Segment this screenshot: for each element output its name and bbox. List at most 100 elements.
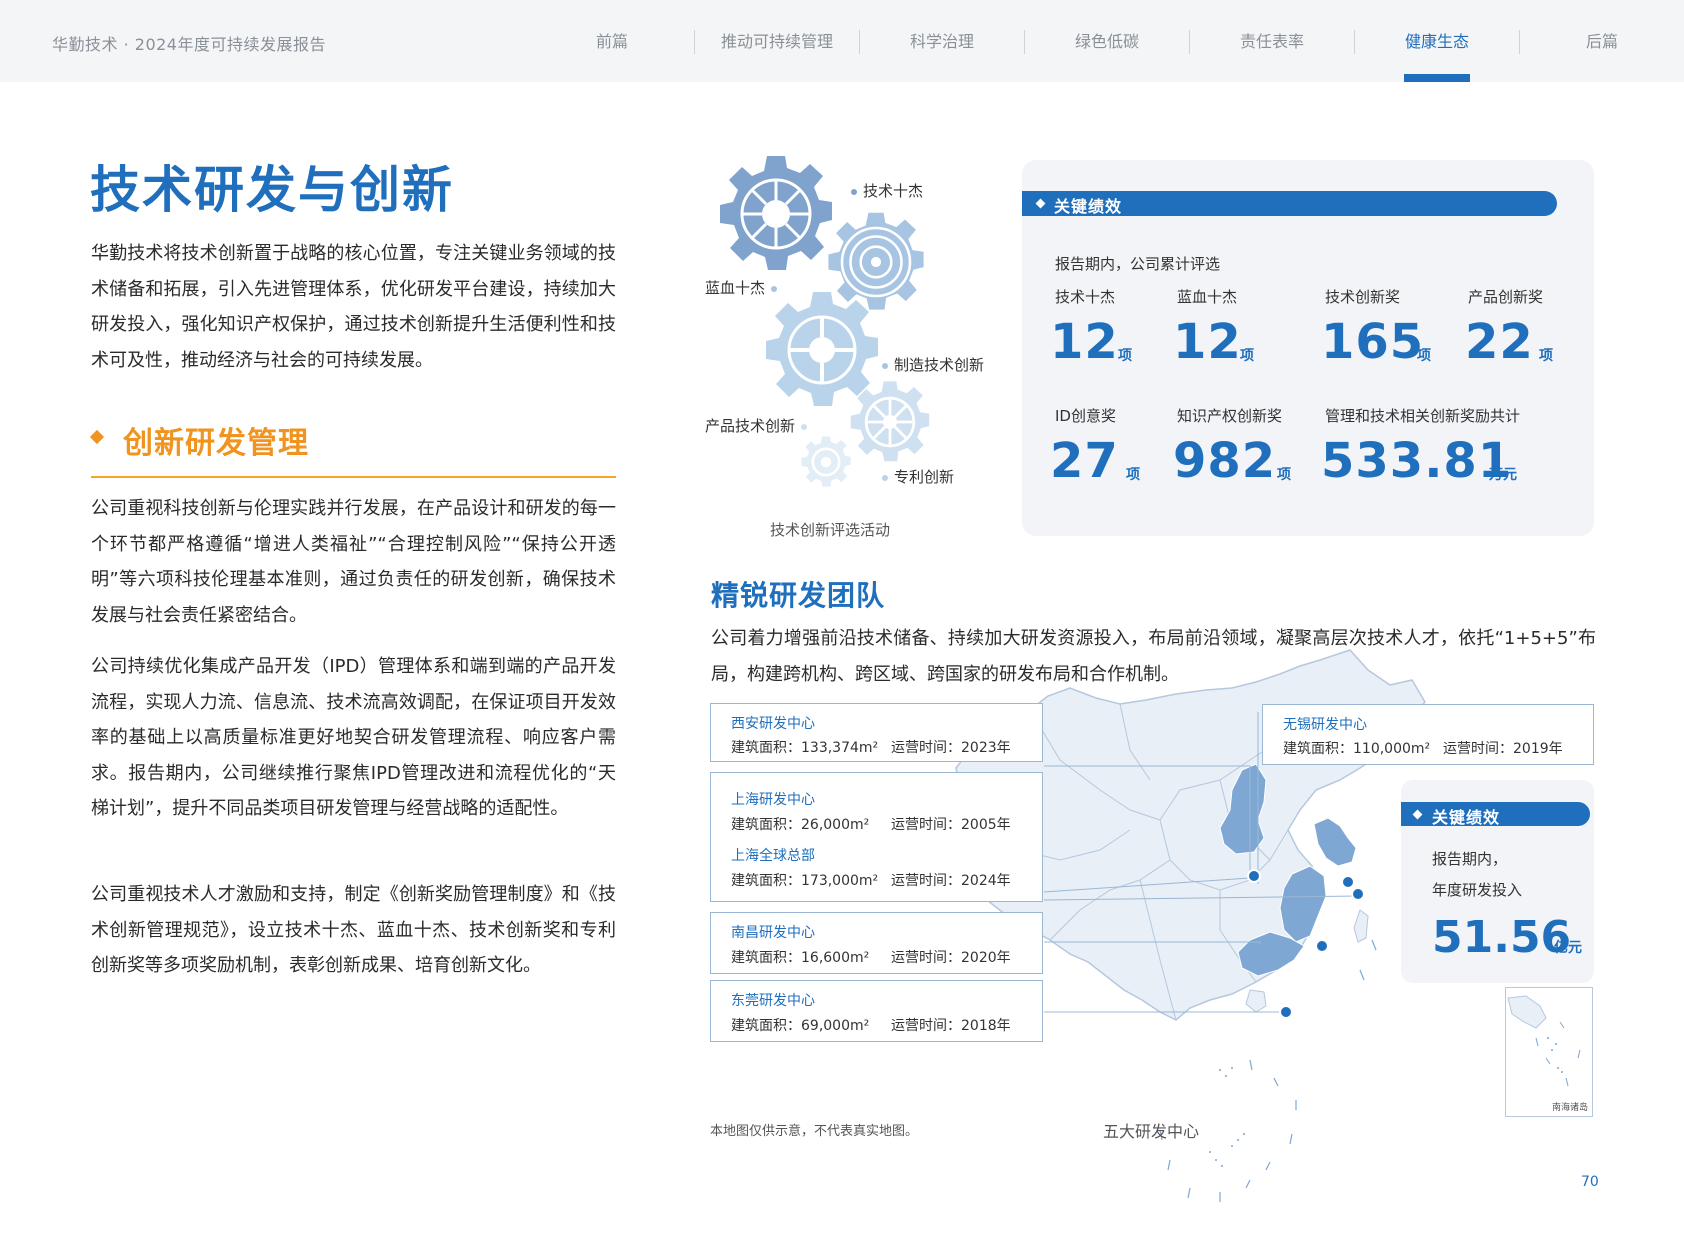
- kpi-header: 关键绩效: [1022, 191, 1557, 216]
- team-description: 公司着力增强前沿技术储备、持续加大研发资源投入，布局前沿领域，凝聚高层次技术人才…: [711, 628, 1596, 685]
- kpi-label: 蓝血十杰: [1177, 288, 1238, 306]
- south-sea-inset-box: 南海诸岛: [1505, 987, 1593, 1117]
- nav-item-epilogue[interactable]: 后篇: [1585, 32, 1618, 51]
- rd-center-time: 运营时间：2005年: [891, 817, 1011, 833]
- nav-divider: [694, 30, 695, 54]
- kpi-value: 12: [1050, 314, 1119, 370]
- nav-divider: [1519, 30, 1520, 54]
- ipd-paragraph: 公司持续优化集成产品开发（IPD）管理体系和端到端的产品开发流程，实现人力流、信…: [91, 656, 616, 819]
- map-caption: 五大研发中心: [1103, 1122, 1200, 1141]
- gear-label-manufacturing: 制造技术创新: [882, 354, 984, 375]
- rd-center-area: 建筑面积：110,000m²: [1283, 741, 1431, 757]
- dot-icon: [882, 362, 888, 369]
- rd-center-time: 运营时间：2023年: [891, 740, 1011, 756]
- rd-center-area: 建筑面积：69,000m²: [731, 1018, 870, 1034]
- rd-center-area: 建筑面积：26,000m²: [731, 817, 870, 833]
- ethics-paragraph: 公司重视科技创新与伦理实践并行发展，在产品设计和研发的每一个环节都严格遵循“增进…: [91, 498, 616, 626]
- nav-item-healthy-ecosystem[interactable]: 健康生态: [1355, 0, 1519, 82]
- nav-item-sustainability-management[interactable]: 推动可持续管理: [720, 32, 833, 51]
- inset-graphic: [1507, 995, 1581, 1087]
- kpi-unit: 项: [1417, 348, 1431, 364]
- kpi-value: 27: [1050, 433, 1119, 489]
- kpi-label: ID创意奖: [1055, 407, 1116, 425]
- gear-5: [801, 436, 851, 487]
- pin-nanchang: [1315, 939, 1329, 953]
- rd-center-name: 上海全球总部: [731, 848, 815, 864]
- talent-paragraph: 公司重视技术人才激励和支持，制定《创新奖励管理制度》和《技术创新管理规范》，设立…: [91, 884, 616, 976]
- nav-item-governance[interactable]: 科学治理: [909, 32, 974, 51]
- gear-label-tech-ten: 技术十杰: [851, 180, 923, 201]
- gear-label-blue-blood: 蓝血十杰: [705, 277, 778, 298]
- guangdong-region: [1237, 931, 1305, 977]
- gear-label-product-tech: 产品技术创新: [705, 415, 808, 436]
- kpi-label: 产品创新奖: [1468, 288, 1544, 306]
- kpi-label: 技术创新奖: [1325, 288, 1401, 306]
- rd-center-name: 无锡研发中心: [1283, 717, 1367, 733]
- inset-label: 南海诸岛: [1551, 1103, 1588, 1113]
- center-pins: [1247, 869, 1365, 1019]
- jiangxi-region: [1279, 865, 1327, 943]
- gears-graphic: [720, 156, 930, 487]
- diamond-bullet-icon: [1412, 809, 1423, 820]
- kpi-value: 12: [1173, 314, 1242, 370]
- section-title: 创新研发管理: [123, 426, 309, 461]
- gear-1: [720, 156, 832, 270]
- kpi2-header: 关键绩效: [1401, 802, 1590, 827]
- nav-divider: [859, 30, 860, 54]
- page-title: 技术研发与创新: [90, 161, 454, 219]
- kpi-intro: 报告期内，公司累计评选: [1055, 255, 1221, 273]
- rd-center-time: 运营时间：2019年: [1443, 741, 1563, 757]
- kpi-value: 22: [1465, 314, 1534, 370]
- kpi-value: 982: [1173, 433, 1277, 489]
- top-header: 华勤技术 · 2024年度可持续发展报告 前篇 推动可持续管理 科学治理 绿色低…: [0, 0, 1684, 82]
- dot-icon: [771, 285, 778, 292]
- nav-divider: [1189, 30, 1190, 54]
- hainan-island: [1245, 989, 1267, 1013]
- pin-dongguan: [1279, 1005, 1293, 1019]
- leader-lines: [1043, 712, 1359, 1013]
- kpi-value: 165: [1321, 314, 1425, 370]
- nav-item-preface[interactable]: 前篇: [595, 32, 628, 51]
- diamond-bullet-icon: [1035, 198, 1046, 209]
- gears-caption: 技术创新评选活动: [770, 521, 891, 539]
- nav-divider: [1354, 30, 1355, 54]
- report-title: 华勤技术 · 2024年度可持续发展报告: [52, 35, 326, 54]
- rd-center-time: 运营时间：2024年: [891, 873, 1011, 889]
- gear-4: [850, 381, 930, 462]
- shaanxi-region: [1219, 763, 1267, 855]
- rd-center-area: 建筑面积：133,374m²: [731, 740, 879, 756]
- rd-center-time: 运营时间：2018年: [891, 1018, 1011, 1034]
- kpi-label: 管理和技术相关创新奖励共计: [1325, 407, 1521, 425]
- intro-paragraph: 华勤技术将技术创新置于战略的核心位置，专注关键业务领域的技术储备和拓展，引入先进…: [91, 243, 616, 371]
- taiwan-island: [1353, 909, 1369, 943]
- page-number: 70: [1581, 1174, 1599, 1190]
- rd-center-name: 南昌研发中心: [731, 925, 815, 941]
- nav-divider: [1024, 30, 1025, 54]
- rd-center-dongguan: 东莞研发中心 建筑面积：69,000m² 运营时间：2018年: [710, 980, 1043, 1042]
- rd-investment-unit: 亿元: [1554, 940, 1582, 956]
- kpi-unit: 项: [1126, 467, 1140, 483]
- nav-item-green-low-carbon[interactable]: 绿色低碳: [1074, 32, 1139, 51]
- rd-center-name: 上海研发中心: [731, 792, 815, 808]
- kpi-value: 533.81: [1321, 433, 1513, 489]
- rd-center-nanchang: 南昌研发中心 建筑面积：16,600m² 运营时间：2020年: [710, 912, 1043, 974]
- diamond-bullet-icon: [89, 429, 105, 445]
- rd-center-area: 建筑面积：16,600m²: [731, 950, 870, 966]
- rd-center-xian: 西安研发中心 建筑面积：133,374m² 运营时间：2023年: [710, 703, 1043, 762]
- rd-center-area: 建筑面积：173,000m²: [731, 873, 879, 889]
- kpi-panel: [1022, 160, 1594, 536]
- gears-illustration: 技术十杰 蓝血十杰 制造技术创新 产品技术创新 专利创新: [690, 150, 1010, 500]
- kpi-label: 技术十杰: [1055, 288, 1116, 306]
- dot-icon: [882, 474, 888, 481]
- south-sea-dashes: [1159, 939, 1377, 1202]
- rd-center-shanghai: 上海研发中心 建筑面积：26,000m² 运营时间：2005年 上海全球总部 建…: [710, 772, 1043, 902]
- rd-center-time: 运营时间：2020年: [891, 950, 1011, 966]
- kpi-unit: 项: [1539, 348, 1553, 364]
- kpi-header-label: 关键绩效: [1054, 197, 1123, 216]
- section-nav: 前篇 推动可持续管理 科学治理 绿色低碳 责任表率 健康生态 后篇: [530, 0, 1684, 82]
- gear-3: [766, 292, 878, 406]
- pin-shanghai: [1351, 887, 1365, 901]
- team-title: 精锐研发团队: [711, 579, 886, 612]
- nav-item-responsibility[interactable]: 责任表率: [1239, 32, 1304, 51]
- map-disclaimer: 本地图仅供示意，不代表真实地图。: [710, 1124, 919, 1139]
